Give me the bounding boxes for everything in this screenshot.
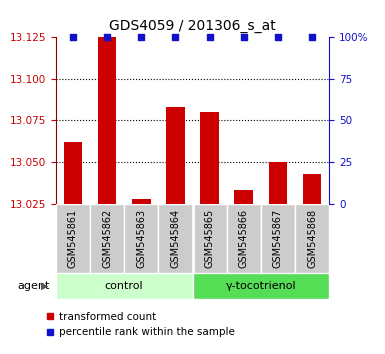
Bar (261, 204, 295, 273)
Bar (234, 190, 253, 204)
Bar (56, 204, 90, 273)
Text: GSM545862: GSM545862 (102, 209, 112, 268)
Bar (295, 204, 329, 273)
Point (138, 34, 144, 40)
Bar (268, 162, 287, 204)
Text: GSM545868: GSM545868 (307, 209, 317, 268)
Bar (166, 107, 185, 204)
Bar (303, 173, 321, 204)
Text: control: control (105, 281, 144, 291)
Bar (56, 273, 192, 299)
Legend: transformed count, percentile rank within the sample: transformed count, percentile rank withi… (42, 308, 239, 341)
Point (104, 34, 110, 40)
Bar (192, 204, 227, 273)
Text: GSM545867: GSM545867 (273, 209, 283, 268)
Text: GSM545861: GSM545861 (68, 209, 78, 268)
Bar (98, 37, 117, 204)
Title: GDS4059 / 201306_s_at: GDS4059 / 201306_s_at (109, 19, 276, 33)
Text: agent: agent (17, 281, 50, 291)
Bar (124, 204, 158, 273)
Point (275, 34, 281, 40)
Text: γ-tocotrienol: γ-tocotrienol (226, 281, 296, 291)
Point (70, 34, 76, 40)
Point (172, 34, 179, 40)
Point (206, 34, 213, 40)
Bar (227, 204, 261, 273)
Bar (132, 199, 151, 204)
Text: ▶: ▶ (40, 281, 48, 291)
Text: GSM545865: GSM545865 (204, 209, 214, 268)
Bar (200, 112, 219, 204)
Text: GSM545866: GSM545866 (239, 209, 249, 268)
Point (309, 34, 315, 40)
Bar (90, 204, 124, 273)
Text: GSM545863: GSM545863 (136, 209, 146, 268)
Bar (192, 273, 329, 299)
Bar (158, 204, 192, 273)
Text: GSM545864: GSM545864 (171, 209, 181, 268)
Bar (64, 142, 82, 204)
Point (241, 34, 247, 40)
